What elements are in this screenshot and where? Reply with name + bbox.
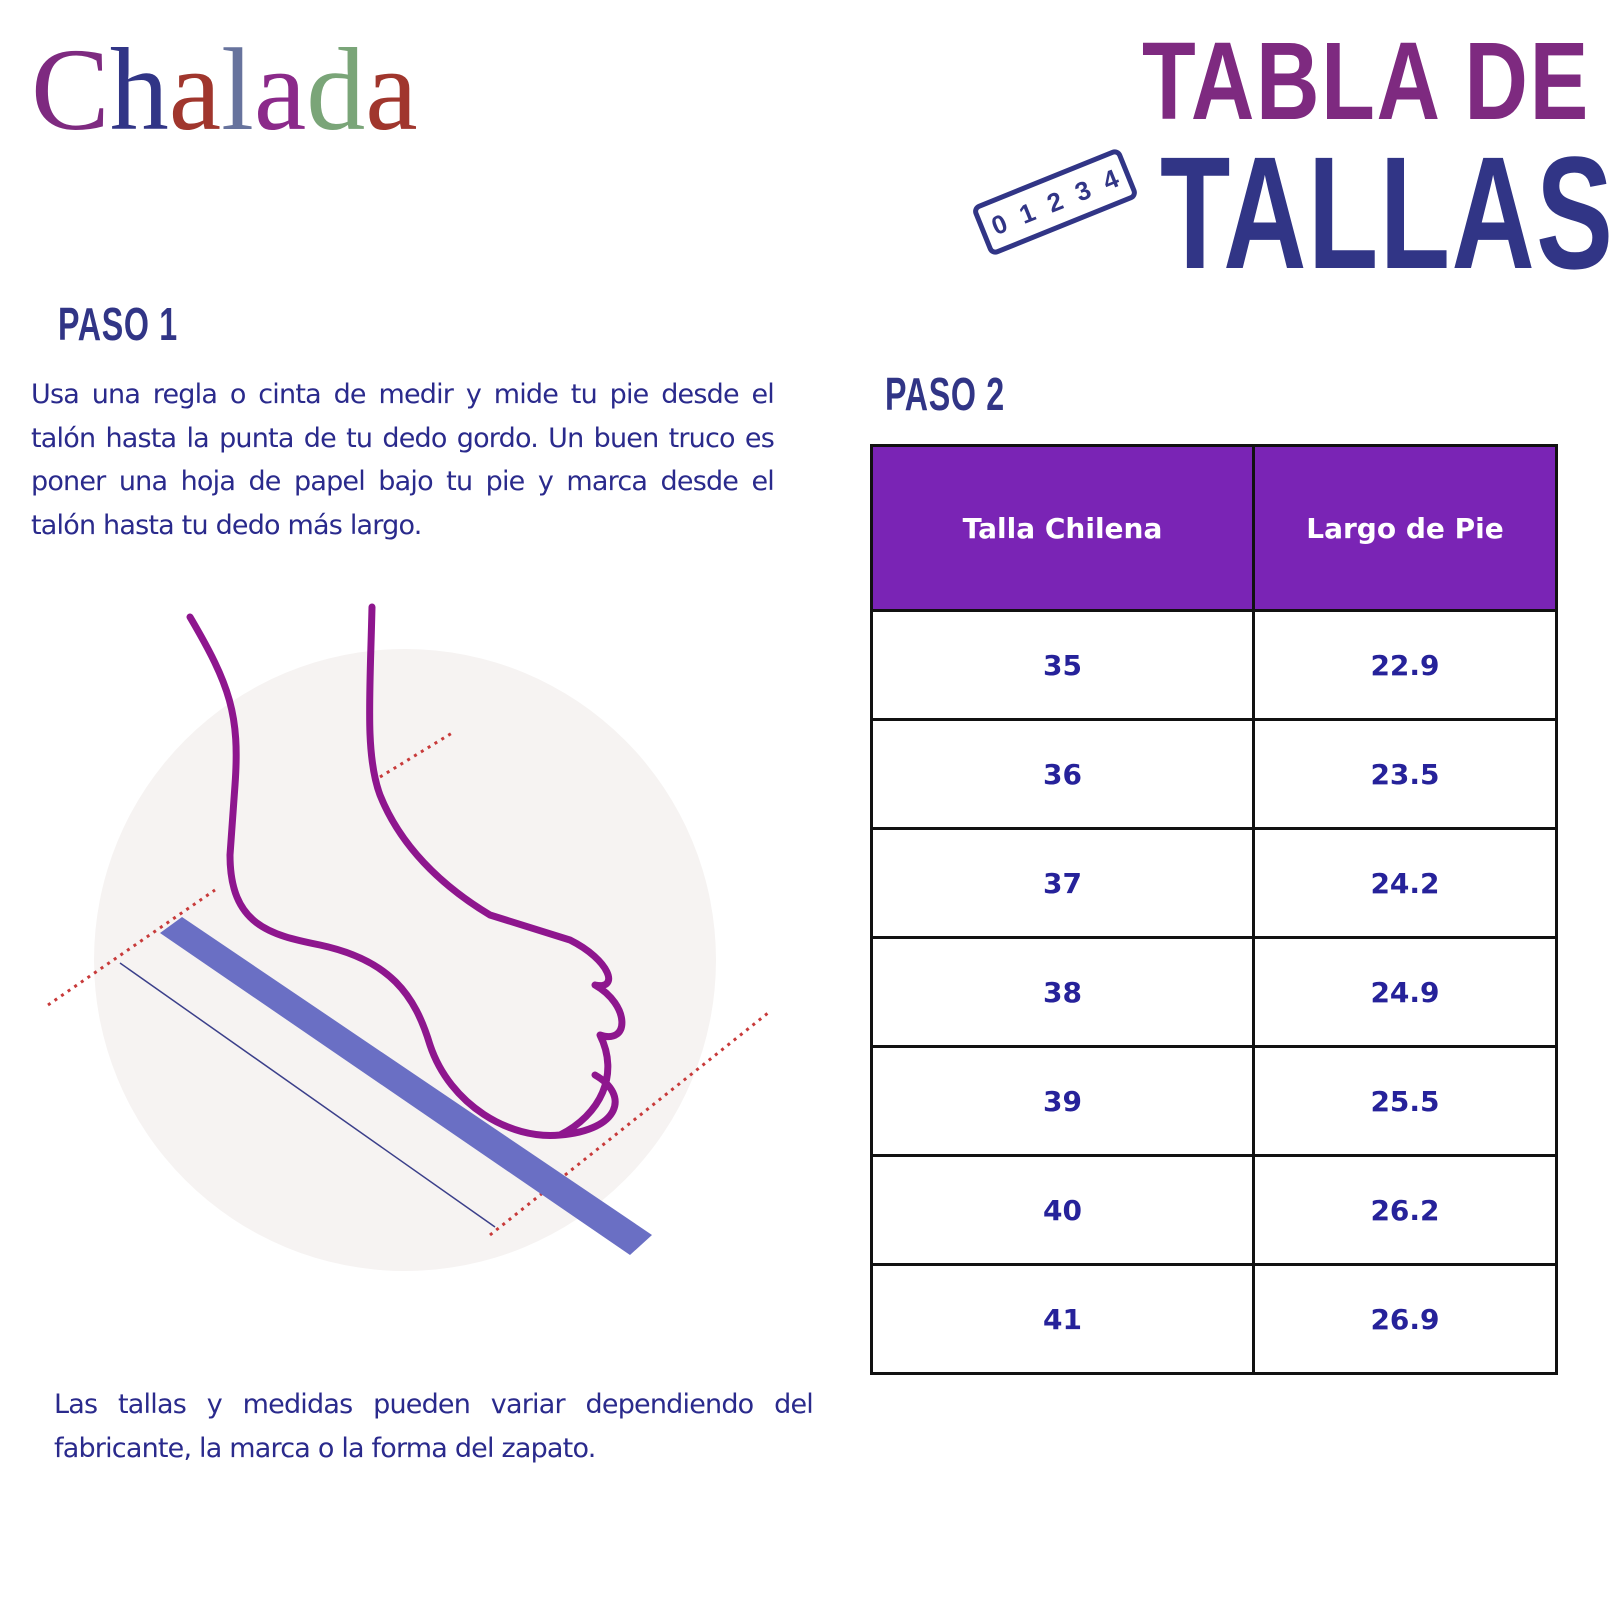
header-foot-length: Largo de Pie: [1252, 444, 1558, 612]
logo-letter: a: [168, 24, 222, 155]
heel-guide-line: [47, 888, 216, 1007]
length-cell: 24.2: [1252, 827, 1558, 939]
top-guide-line: [379, 731, 453, 779]
table-row: 37 24.2: [870, 827, 1558, 939]
length-cell: 25.5: [1252, 1045, 1558, 1157]
ruler-digit: 0: [987, 207, 1012, 242]
step1-heading: PASO 1: [58, 298, 178, 350]
length-cell: 26.2: [1252, 1154, 1558, 1266]
measure-arrow: [119, 962, 496, 1228]
logo-letter: a: [253, 24, 307, 155]
step1-instructions: Usa una regla o cinta de medir y mide tu…: [31, 379, 775, 541]
title-line-2: TALLAS: [1160, 123, 1615, 302]
size-cell: 41: [870, 1263, 1255, 1375]
size-variation-note: Las tallas y medidas pueden variar depen…: [54, 1389, 814, 1464]
length-cell: 22.9: [1252, 609, 1558, 721]
size-cell: 39: [870, 1045, 1255, 1157]
ruler-bar: [160, 917, 652, 1255]
ruler-icon: 0 1 2 3 4: [970, 146, 1140, 258]
logo-letter: d: [306, 24, 366, 155]
logo-letter: h: [109, 24, 169, 155]
table-row: 35 22.9: [870, 609, 1558, 721]
step2-heading: PASO 2: [885, 368, 1005, 420]
foot-outline: [186, 603, 626, 1139]
ruler-digit: 4: [1098, 162, 1123, 197]
table-row: 41 26.9: [870, 1263, 1558, 1375]
length-cell: 23.5: [1252, 718, 1558, 830]
foot-measuring-illustration: [47, 603, 769, 1271]
table-row: 38 24.9: [870, 936, 1558, 1048]
toe-guide-line: [489, 1011, 769, 1237]
size-cell: 35: [870, 609, 1255, 721]
size-cell: 37: [870, 827, 1255, 939]
length-cell: 26.9: [1252, 1263, 1558, 1375]
table-row: 36 23.5: [870, 718, 1558, 830]
length-cell: 24.9: [1252, 936, 1558, 1048]
ruler-digit: 2: [1042, 185, 1068, 219]
size-cell: 36: [870, 718, 1255, 830]
ruler-digit: 1: [1014, 196, 1040, 230]
size-cell: 40: [870, 1154, 1255, 1266]
table-header-row: Talla Chilena Largo de Pie: [870, 444, 1558, 612]
logo-letter: C: [31, 24, 110, 155]
logo-letter: a: [365, 24, 418, 155]
header-chilean-size: Talla Chilena: [870, 444, 1255, 612]
title-line-1: TABLA DE: [1142, 20, 1590, 143]
table-row: 40 26.2: [870, 1154, 1558, 1266]
background-circle: [94, 649, 716, 1271]
chalada-logo: Chalada: [31, 30, 418, 150]
ruler-digit: 3: [1070, 174, 1096, 208]
table-row: 39 25.5: [870, 1045, 1558, 1157]
size-cell: 38: [870, 936, 1255, 1048]
logo-letter: l: [221, 24, 254, 155]
size-table: Talla Chilena Largo de Pie 35 22.9 36 23.5…: [870, 444, 1558, 1375]
